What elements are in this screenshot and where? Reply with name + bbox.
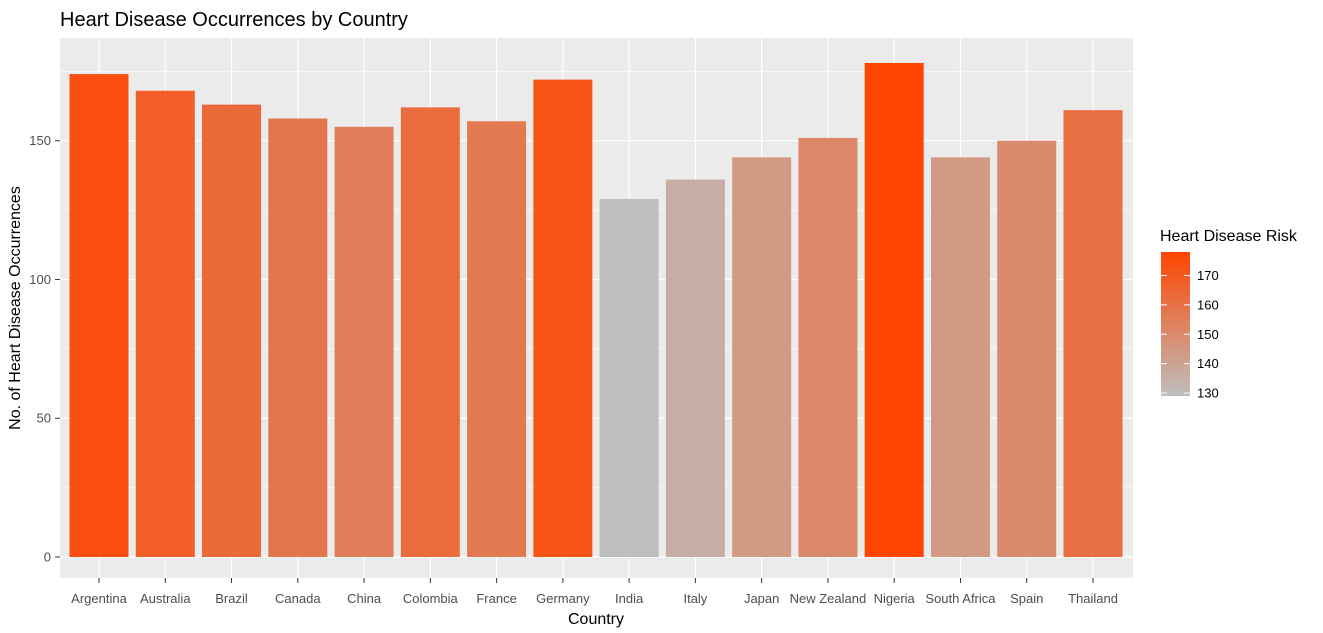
bar-india [599, 198, 659, 557]
x-tick-label: South Africa [925, 591, 996, 606]
legend-title: Heart Disease Risk [1160, 228, 1298, 245]
x-axis: Argentina Australia Brazil Canada China Colom… [71, 578, 1118, 606]
bar-thailand [1063, 110, 1123, 557]
x-tick-label: Italy [683, 591, 707, 606]
x-tick-label: Brazil [215, 591, 248, 606]
bar-new-zealand [798, 137, 858, 558]
y-axis-title: No. of Heart Disease Occurrences [7, 186, 24, 430]
legend-label: 170 [1197, 268, 1219, 283]
bar-nigeria [864, 62, 924, 558]
y-axis: 0 50 100 150 [29, 133, 60, 565]
x-tick-label: Argentina [71, 591, 127, 606]
bar-china [334, 126, 394, 557]
legend-colorbar [1161, 252, 1190, 396]
y-tick-label: 100 [29, 272, 51, 287]
x-tick-label: Spain [1010, 591, 1043, 606]
bar-germany [533, 79, 593, 558]
x-tick-label: Germany [536, 591, 590, 606]
legend-ticks: 130 140 150 160 170 [1161, 268, 1219, 401]
x-tick-label: Thailand [1068, 591, 1118, 606]
bar-spain [997, 140, 1057, 558]
bar-south-africa [930, 157, 990, 558]
bar-argentina [69, 74, 129, 558]
bar-colombia [400, 107, 460, 558]
bar-australia [135, 90, 195, 558]
x-tick-label: Japan [744, 591, 779, 606]
legend-label: 150 [1197, 327, 1219, 342]
x-tick-label: India [615, 591, 644, 606]
legend-label: 140 [1197, 356, 1219, 371]
x-tick-label: Australia [140, 591, 191, 606]
bar-france [467, 121, 527, 558]
legend-label: 130 [1197, 386, 1219, 401]
bar-japan [732, 157, 792, 558]
y-tick-label: 150 [29, 133, 51, 148]
x-axis-title: Country [568, 611, 624, 628]
x-tick-label: France [476, 591, 516, 606]
legend-label: 160 [1197, 297, 1219, 312]
bars [69, 62, 1123, 558]
x-tick-label: Colombia [403, 591, 459, 606]
bar-brazil [202, 104, 262, 558]
bar-canada [268, 118, 328, 557]
y-tick-label: 0 [44, 550, 51, 565]
x-tick-label: New Zealand [790, 591, 867, 606]
chart-title: Heart Disease Occurrences by Country [60, 9, 408, 31]
y-tick-label: 50 [37, 411, 51, 426]
x-tick-label: Nigeria [874, 591, 916, 606]
x-tick-label: China [347, 591, 382, 606]
bar-italy [665, 179, 725, 557]
x-tick-label: Canada [275, 591, 321, 606]
legend: Heart Disease Risk 130 140 150 160 170 [1160, 228, 1298, 401]
